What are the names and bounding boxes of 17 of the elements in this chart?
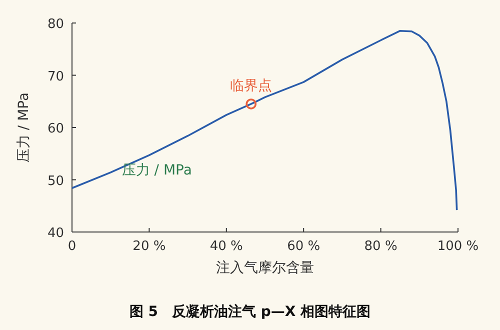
x-tick-label: 80 %	[364, 239, 398, 254]
text: 图 5 反凝析油注气 p—X 相图特征图	[129, 303, 371, 320]
annotation: 临界点	[230, 78, 272, 94]
x-axis-title: 注入气摩尔含量	[216, 260, 314, 276]
line-series	[71, 30, 458, 211]
y-tick-label: 40	[47, 226, 64, 241]
y-tick-label: 50	[47, 174, 64, 189]
x-tick-label: 0	[68, 239, 76, 254]
x-tick-label: 40 %	[210, 239, 243, 254]
y-axis-title: 压力 / MPa	[16, 92, 32, 163]
annotation: 压力 / MPa	[122, 162, 192, 179]
y-tick-label: 60	[47, 122, 64, 136]
y-tick-label: 80	[47, 17, 64, 32]
x-tick-label: 100 %	[437, 239, 479, 254]
x-tick-label: 20 %	[132, 239, 166, 254]
x-tick-label: 60 %	[287, 239, 320, 254]
y-tick-label: 70	[47, 69, 64, 84]
